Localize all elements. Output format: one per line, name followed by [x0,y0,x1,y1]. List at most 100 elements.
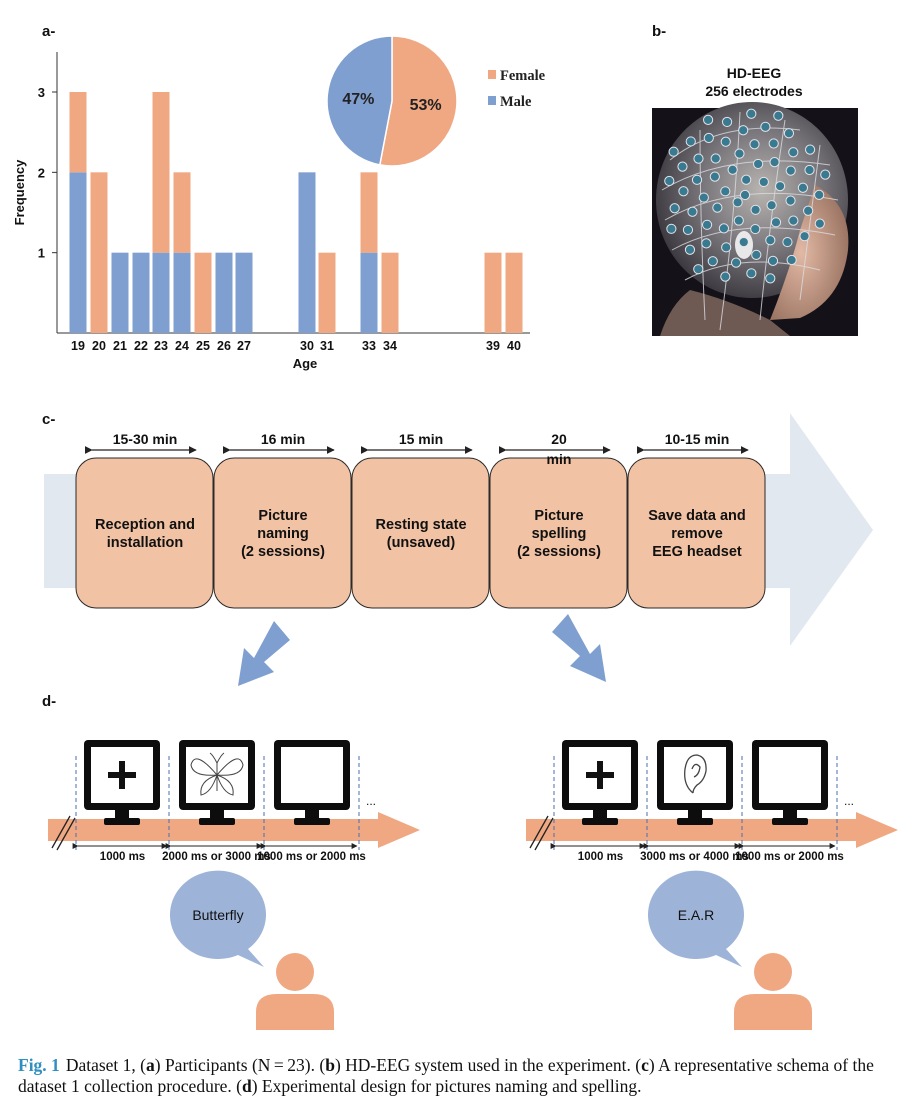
electrode [720,186,731,197]
y-axis-label: Frequency [12,159,27,226]
timing-label-2: 3000 ms or 4000 ms [640,851,749,863]
bar-female-25 [194,252,212,333]
electrode [804,164,815,176]
bar-female-40 [505,252,523,333]
legend-label-female: Female [500,68,546,84]
electrode [788,215,799,226]
electrode [687,206,698,217]
down-arrow-naming [238,621,290,686]
gender-pie-chart: 53% 47% [326,35,458,167]
electrode [691,174,703,185]
x-tick-label: 30 [300,339,314,353]
electrode [703,132,714,144]
electrode [664,175,675,187]
electrode [750,204,761,215]
break-mark [51,815,71,849]
electrode [765,273,776,284]
break-mark [529,815,549,849]
step-duration-4-unit: min [547,451,572,467]
electrode [820,169,831,180]
electrode [693,153,704,164]
step-duration-2: 16 min [261,431,305,447]
bar-male-27 [235,252,253,333]
electrode [765,235,776,246]
bar-male-24 [173,252,191,333]
bar-female-23 [152,92,170,253]
caption-ref-b: b [325,1055,335,1075]
y-tick-label: 1 [38,246,45,261]
electrode [677,161,688,172]
electrode [753,158,764,170]
x-tick-label: 24 [175,339,189,353]
monitor-butterfly [179,740,255,825]
electrode [734,148,745,159]
timing-label-1: 1000 ms [578,851,623,863]
bar-male-23 [152,252,170,333]
electrode [773,110,784,121]
x-tick-label: 31 [320,339,334,353]
person-head-icon [754,953,792,991]
timing-label-3: 1000 ms or 2000 ms [735,851,844,863]
bar-female-31 [318,252,336,333]
electrode [707,256,718,267]
electrode [721,116,733,128]
electrode [727,164,738,175]
step-label-1: installation [107,535,184,551]
electrode [685,136,696,147]
x-tick-label: 19 [71,339,85,353]
x-tick-label: 23 [154,339,168,353]
step-label-2: naming [257,526,309,542]
panel-c-label: c- [42,411,55,428]
electrode [698,192,709,203]
step-label-5: remove [671,526,723,542]
panel-a-label: a- [42,23,55,40]
electrode [668,146,679,157]
legend-swatch-male [488,96,496,105]
caption-text-4: ) A representative schema of the dataset… [18,1055,874,1096]
bar-male-22 [132,252,150,333]
caption-text-2: ) Participants (N = 23). ( [154,1055,326,1075]
monitor-blank [274,740,350,825]
step-label-4: Picture [534,508,583,524]
x-tick-label: 39 [486,339,500,353]
caption-fig-label: Fig. 1 [18,1055,60,1075]
speech-bubble [169,870,266,967]
bar-female-34 [381,252,399,333]
timeline-bar [526,812,898,848]
electrode [693,264,704,275]
caption-ref-d: d [242,1076,252,1096]
electrode [750,223,761,235]
step-box-3 [351,457,490,609]
pie-slice-male [326,35,393,166]
timing-label-1: 1000 ms [100,851,145,863]
y-tick-label: 2 [38,165,45,180]
bar-male-21 [111,252,129,333]
step-label-2: Picture [258,508,307,524]
bar-male-33 [360,252,378,333]
step-duration-5: 10-15 min [665,431,730,447]
step-label-3: (unsaved) [387,535,456,551]
electrode [785,165,796,176]
caption-ref-c: c [641,1055,649,1075]
person-body-icon [256,994,334,1030]
electrode [749,139,760,150]
step-box-5 [627,457,766,609]
electrode [720,271,731,282]
step-box-2 [213,457,352,609]
electrode [783,128,795,139]
x-tick-label: 27 [237,339,251,353]
chart-legend: Female Male [488,68,546,110]
electrode [666,223,677,234]
step-box-1 [75,457,214,609]
step-label-1: Reception and [95,517,195,533]
monitor-ear [657,740,733,825]
x-tick-label: 34 [383,339,397,353]
electrode [785,195,796,206]
step-label-2: (2 sessions) [241,544,325,560]
electrode [733,215,744,226]
legend-swatch-female [488,70,496,79]
electrode [797,182,809,193]
eeg-title-line1: HD-EEG [727,65,782,81]
electrode [682,224,694,236]
